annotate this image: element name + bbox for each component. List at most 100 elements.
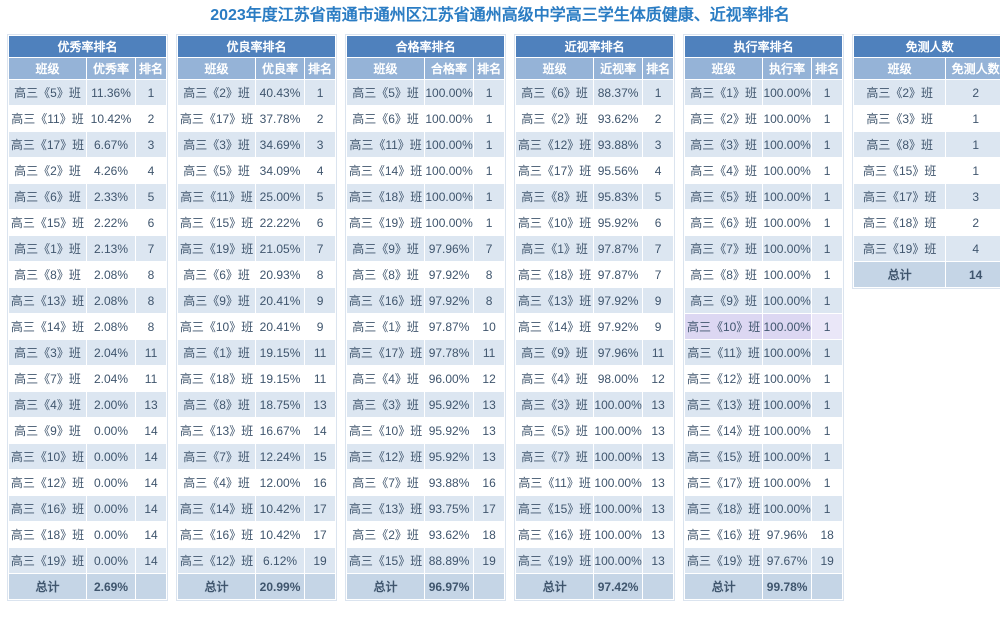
value-cell: 93.75% bbox=[424, 495, 475, 522]
value-cell: 4 bbox=[945, 235, 1000, 262]
value-cell: 97.92% bbox=[593, 287, 644, 314]
value-cell: 100.00% bbox=[593, 547, 644, 574]
value-cell: 8 bbox=[134, 261, 168, 288]
table-row: 高三《11》班 10.42% 2 bbox=[8, 105, 168, 132]
value-cell: 97.92% bbox=[424, 287, 475, 314]
table-row: 高三《8》班 100.00% 1 bbox=[684, 261, 844, 288]
value-cell: 1 bbox=[811, 495, 844, 522]
value-cell: 3 bbox=[304, 131, 337, 158]
table-row: 高三《12》班 0.00% 14 bbox=[8, 469, 168, 496]
column-header: 合格率 bbox=[424, 57, 475, 80]
table-row: 高三《11》班 100.00% 13 bbox=[515, 469, 675, 496]
table-row: 高三《8》班 18.75% 13 bbox=[177, 391, 337, 418]
value-cell: 14 bbox=[134, 495, 168, 522]
value-cell: 97.87% bbox=[424, 313, 475, 340]
value-cell: 19 bbox=[811, 547, 844, 574]
table-row: 高三《2》班 4.26% 4 bbox=[8, 157, 168, 184]
class-name-cell: 高三《15》班 bbox=[346, 547, 426, 574]
table-row: 高三《18》班 97.87% 7 bbox=[515, 261, 675, 288]
table-row: 高三《10》班 95.92% 6 bbox=[515, 209, 675, 236]
class-name-cell: 高三《11》班 bbox=[515, 469, 595, 496]
column-header: 班级 bbox=[177, 57, 257, 80]
exempt-count-table-title: 免测人数 bbox=[853, 35, 1000, 58]
total-label-cell: 总计 bbox=[8, 573, 87, 600]
class-name-cell: 高三《7》班 bbox=[515, 443, 595, 470]
class-name-cell: 高三《5》班 bbox=[8, 79, 87, 106]
class-name-cell: 高三《19》班 bbox=[177, 235, 257, 262]
table-row: 高三《13》班 16.67% 14 bbox=[177, 417, 337, 444]
class-name-cell: 高三《13》班 bbox=[684, 391, 764, 418]
value-cell: 2 bbox=[134, 105, 168, 132]
value-cell: 0.00% bbox=[86, 443, 136, 470]
excellent-rate-ranking-table: 优秀率排名 班级 优秀率 排名 高三《5》班 11.36% 1 高三《11》班 10.42% 2 高… bbox=[7, 35, 168, 600]
value-cell: 21.05% bbox=[255, 235, 306, 262]
table-row: 高三《19》班 97.67% 19 bbox=[684, 547, 844, 574]
value-cell: 6 bbox=[134, 209, 168, 236]
class-name-cell: 高三《13》班 bbox=[8, 287, 87, 314]
table-row: 高三《18》班 0.00% 14 bbox=[8, 521, 168, 548]
class-name-cell: 高三《16》班 bbox=[346, 287, 426, 314]
value-cell: 2.00% bbox=[86, 391, 136, 418]
class-name-cell: 高三《3》班 bbox=[346, 391, 426, 418]
class-name-cell: 高三《6》班 bbox=[515, 79, 595, 106]
class-name-cell: 高三《4》班 bbox=[177, 469, 257, 496]
value-cell: 95.92% bbox=[424, 443, 475, 470]
value-cell: 18 bbox=[811, 521, 844, 548]
total-label-cell: 总计 bbox=[346, 573, 426, 600]
value-cell: 13 bbox=[642, 469, 675, 496]
class-name-cell: 高三《12》班 bbox=[177, 547, 257, 574]
table-row: 高三《16》班 97.96% 18 bbox=[684, 521, 844, 548]
value-cell: 100.00% bbox=[593, 391, 644, 418]
value-cell: 2.08% bbox=[86, 313, 136, 340]
class-name-cell: 高三《9》班 bbox=[8, 417, 87, 444]
table-row: 高三《14》班 2.08% 8 bbox=[8, 313, 168, 340]
table-row: 高三《19》班 4 bbox=[853, 235, 1000, 262]
table-row: 高三《10》班 20.41% 9 bbox=[177, 313, 337, 340]
value-cell: 95.83% bbox=[593, 183, 644, 210]
value-cell: 11.36% bbox=[86, 79, 136, 106]
value-cell: 10.42% bbox=[255, 495, 306, 522]
table-row: 高三《8》班 1 bbox=[853, 131, 1000, 158]
class-name-cell: 高三《7》班 bbox=[346, 469, 426, 496]
value-cell: 1 bbox=[811, 417, 844, 444]
value-cell: 1 bbox=[811, 339, 844, 366]
value-cell: 0.00% bbox=[86, 469, 136, 496]
table-row: 高三《19》班 0.00% 14 bbox=[8, 547, 168, 574]
class-name-cell: 高三《14》班 bbox=[177, 495, 257, 522]
column-header: 近视率 bbox=[593, 57, 644, 80]
total-label-cell: 总计 bbox=[177, 573, 257, 600]
class-name-cell: 高三《17》班 bbox=[684, 469, 764, 496]
value-cell: 97.96% bbox=[593, 339, 644, 366]
total-value-cell: 97.42% bbox=[593, 573, 644, 600]
table-row: 高三《14》班 10.42% 17 bbox=[177, 495, 337, 522]
table-row: 高三《6》班 88.37% 1 bbox=[515, 79, 675, 106]
class-name-cell: 高三《5》班 bbox=[515, 417, 595, 444]
value-cell: 1 bbox=[473, 79, 506, 106]
value-cell: 10 bbox=[473, 313, 506, 340]
class-name-cell: 高三《17》班 bbox=[346, 339, 426, 366]
value-cell: 1 bbox=[811, 183, 844, 210]
class-name-cell: 高三《14》班 bbox=[684, 417, 764, 444]
value-cell: 100.00% bbox=[762, 235, 813, 262]
class-name-cell: 高三《11》班 bbox=[177, 183, 257, 210]
table-row: 高三《2》班 40.43% 1 bbox=[177, 79, 337, 106]
class-name-cell: 高三《6》班 bbox=[8, 183, 87, 210]
value-cell: 2 bbox=[642, 105, 675, 132]
value-cell: 14 bbox=[134, 547, 168, 574]
value-cell: 1 bbox=[811, 443, 844, 470]
total-row: 总计 2.69% bbox=[8, 573, 168, 600]
value-cell: 1 bbox=[811, 235, 844, 262]
table-row: 高三《2》班 100.00% 1 bbox=[684, 105, 844, 132]
value-cell: 1 bbox=[473, 131, 506, 158]
value-cell: 2.08% bbox=[86, 287, 136, 314]
value-cell: 13 bbox=[473, 391, 506, 418]
value-cell: 19.15% bbox=[255, 365, 306, 392]
table-row: 高三《9》班 97.96% 7 bbox=[346, 235, 506, 262]
class-name-cell: 高三《8》班 bbox=[346, 261, 426, 288]
value-cell: 20.93% bbox=[255, 261, 306, 288]
value-cell: 13 bbox=[134, 391, 168, 418]
column-header: 排名 bbox=[304, 57, 337, 80]
value-cell: 3 bbox=[642, 131, 675, 158]
class-name-cell: 高三《18》班 bbox=[346, 183, 426, 210]
column-header: 班级 bbox=[853, 57, 947, 80]
